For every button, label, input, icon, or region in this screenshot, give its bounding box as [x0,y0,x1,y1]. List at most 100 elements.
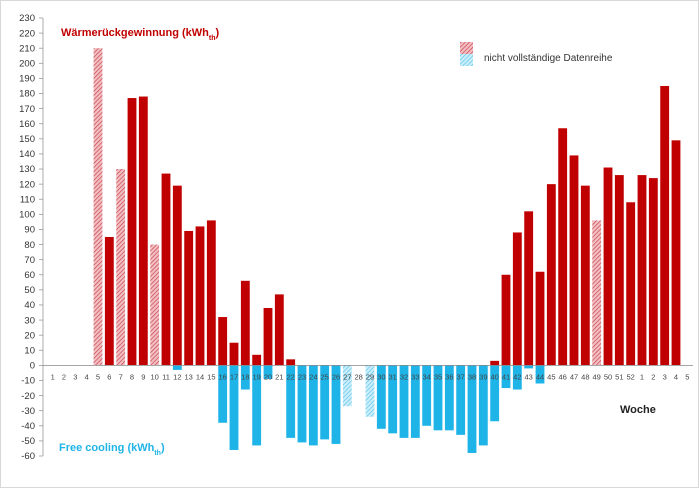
x-tick-label: 28 [354,372,362,381]
legend-swatch-incomplete-cool [460,54,473,66]
x-tick-label: 14 [196,372,204,381]
x-tick-label: 26 [332,372,340,381]
x-tick-label: 52 [626,372,634,381]
bar-free-cooling [410,365,420,438]
bar-heat-recovery [172,185,182,366]
x-tick-label: 46 [558,372,566,381]
heat-recovery-title: Wärmerückgewinnung (kWhth) [61,27,220,42]
bar-heat-recovery [603,167,613,366]
bar-heat-recovery [184,230,194,366]
x-tick-label: 45 [547,372,555,381]
y-tick-label: 210 [19,43,35,54]
bar-heat-recovery [286,359,296,366]
y-tick-label: -10 [21,376,35,387]
bar-free-cooling [331,365,341,444]
bar-free-cooling [456,365,466,435]
bar-heat-recovery-incomplete [592,220,602,366]
bar-heat-recovery [626,202,636,366]
x-tick-label: 17 [230,372,238,381]
bar-heat-recovery [263,307,273,366]
bar-free-cooling [512,365,522,390]
x-tick-label: 32 [400,372,408,381]
bar-heat-recovery [229,342,239,366]
bar-free-cooling [320,365,330,440]
y-axis: 2302202102001901801701601501401301201101… [19,13,44,462]
x-tick-label: 42 [513,372,521,381]
x-tick-label: 35 [434,372,442,381]
bar-heat-recovery-incomplete [150,244,160,366]
bar-heat-recovery [161,173,171,366]
bar-free-cooling [286,365,296,438]
bar-free-cooling [501,365,511,389]
bar-free-cooling [252,365,262,446]
y-tick-label: -40 [21,421,35,432]
bar-free-cooling [218,365,228,423]
x-tick-label: 31 [388,372,396,381]
y-tick-label: 110 [20,194,35,205]
x-tick-label: 8 [130,372,134,381]
bar-free-cooling-incomplete [342,365,352,407]
x-tick-label: 20 [264,372,272,381]
y-tick-label: 30 [24,315,35,326]
x-tick-label: 1 [640,372,644,381]
y-tick-label: 0 [30,361,35,372]
bar-heat-recovery [104,237,114,366]
bar-heat-recovery [127,98,137,366]
x-tick-label: 5 [96,372,100,381]
bar-free-cooling [172,365,182,370]
y-tick-label: 230 [19,13,35,24]
bar-heat-recovery [524,211,534,366]
x-tick-label: 4 [85,372,89,381]
x-tick-label: 2 [651,372,655,381]
x-tick-label: 41 [502,372,510,381]
bar-heat-recovery [218,317,228,366]
x-tick-label: 10 [150,372,158,381]
x-tick-label: 30 [377,372,385,381]
y-tick-label: 70 [24,255,35,266]
x-tick-label: 34 [422,372,430,381]
x-tick-label: 27 [343,372,351,381]
y-tick-label: 200 [19,59,35,70]
x-tick-label: 3 [663,372,667,381]
x-tick-label: 4 [674,372,678,381]
x-tick-label: 44 [536,372,544,381]
y-tick-label: 180 [19,89,35,100]
bar-heat-recovery [614,175,624,366]
x-tick-label: 47 [570,372,578,381]
y-tick-label: 50 [24,285,35,296]
x-tick-label: 23 [298,372,306,381]
x-tick-label: 7 [119,372,123,381]
legend-swatch-incomplete-heat [460,42,473,54]
y-tick-label: 150 [19,134,35,145]
bar-heat-recovery [501,274,511,366]
free-cooling-title: Free cooling (kWhth) [59,442,165,457]
x-tick-label: 9 [141,372,145,381]
x-axis: 1 2 3 4 5 6 7 8 9 10 11 12 13 14 15 16 17 18 19 20 21 22 23 24 2… [43,364,693,381]
bar-free-cooling [524,365,534,369]
bar-free-cooling [229,365,239,450]
x-tick-label: 21 [275,372,283,381]
y-tick-label: 60 [24,270,35,281]
x-axis-label: Woche [620,404,656,416]
bar-heat-recovery [558,128,568,366]
y-tick-label: 120 [19,179,35,190]
x-tick-label: 33 [411,372,419,381]
bar-heat-recovery [580,185,590,366]
x-tick-label: 38 [468,372,476,381]
bars-group [93,48,681,453]
x-tick-label: 43 [524,372,532,381]
bar-heat-recovery [206,220,216,366]
x-tick-label: 13 [184,372,192,381]
x-tick-label: 5 [685,372,689,381]
bar-heat-recovery [637,175,647,366]
y-tick-label: 130 [19,164,35,175]
legend: nicht vollständige Datenreihe [460,42,613,66]
y-tick-label: 20 [24,330,35,341]
bar-free-cooling [433,365,443,431]
x-tick-label: 3 [73,372,77,381]
bar-free-cooling [308,365,318,446]
bar-heat-recovery [660,85,670,366]
x-tick-label: 37 [456,372,464,381]
bar-free-cooling [263,365,273,379]
bar-heat-recovery [546,184,556,366]
